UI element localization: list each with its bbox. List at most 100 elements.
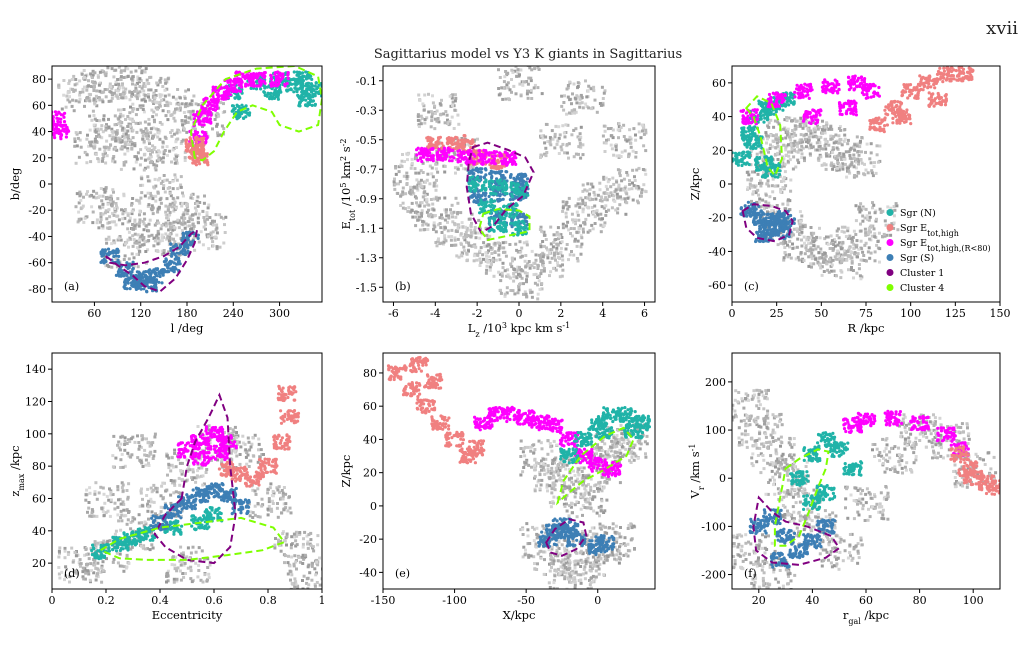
density-cell bbox=[599, 223, 603, 227]
density-cell bbox=[201, 124, 204, 128]
data-point bbox=[307, 76, 311, 80]
density-cell bbox=[90, 140, 94, 144]
density-cell bbox=[103, 149, 107, 153]
density-cell bbox=[143, 194, 147, 198]
density-cell bbox=[568, 80, 572, 84]
density-cell bbox=[83, 150, 87, 154]
density-cell bbox=[546, 256, 550, 260]
density-cell bbox=[162, 98, 166, 102]
density-cell bbox=[540, 229, 544, 233]
density-cell bbox=[560, 104, 564, 108]
density-cell bbox=[428, 182, 432, 186]
density-cell bbox=[109, 194, 113, 198]
density-cell bbox=[87, 144, 91, 148]
data-point bbox=[269, 77, 274, 81]
density-cell bbox=[138, 104, 142, 108]
density-cell bbox=[541, 255, 545, 259]
density-cell bbox=[113, 136, 117, 140]
data-point bbox=[296, 94, 300, 98]
density-cell bbox=[108, 198, 112, 201]
density-cell bbox=[145, 134, 149, 138]
data-point bbox=[131, 260, 135, 264]
density-cell bbox=[402, 174, 406, 178]
density-cell bbox=[553, 132, 557, 136]
density-cell bbox=[617, 183, 621, 187]
density-cell bbox=[162, 249, 166, 252]
data-point bbox=[313, 84, 317, 88]
density-cell bbox=[190, 103, 194, 107]
data-point bbox=[430, 143, 435, 147]
data-point bbox=[521, 181, 525, 185]
density-cell bbox=[529, 79, 533, 83]
density-cell bbox=[104, 209, 108, 213]
x-tick-label: 180 bbox=[177, 307, 198, 320]
data-point bbox=[520, 186, 524, 190]
density-cell bbox=[557, 125, 561, 129]
data-point bbox=[191, 161, 195, 165]
density-cell bbox=[110, 204, 114, 208]
density-cell bbox=[414, 196, 418, 200]
density-cell bbox=[180, 204, 184, 208]
density-cell bbox=[616, 168, 620, 172]
density-cell bbox=[612, 182, 616, 186]
density-cell bbox=[557, 152, 561, 155]
density-cell bbox=[493, 243, 497, 247]
density-cell bbox=[202, 225, 206, 229]
density-cell bbox=[174, 153, 178, 157]
density-cell bbox=[554, 124, 558, 128]
density-cell bbox=[93, 139, 97, 143]
density-cell bbox=[567, 205, 571, 209]
density-cell bbox=[587, 106, 591, 110]
density-cell bbox=[414, 171, 418, 175]
data-point bbox=[253, 84, 257, 88]
density-cell bbox=[130, 94, 134, 98]
density-cell bbox=[628, 135, 632, 139]
density-cell bbox=[538, 287, 542, 291]
density-cell bbox=[514, 92, 518, 96]
density-cell bbox=[169, 237, 173, 241]
density-cell bbox=[138, 213, 141, 217]
density-cell bbox=[135, 155, 138, 159]
density-cell bbox=[91, 221, 95, 225]
density-cell bbox=[497, 87, 501, 90]
density-cell bbox=[82, 220, 86, 224]
density-cell bbox=[472, 259, 476, 263]
density-cell bbox=[503, 269, 507, 273]
density-cell bbox=[133, 142, 137, 146]
density-cell bbox=[523, 259, 527, 263]
data-point bbox=[305, 87, 309, 91]
density-cell bbox=[106, 202, 110, 206]
density-cell bbox=[561, 200, 565, 204]
data-point bbox=[130, 281, 134, 285]
density-cell bbox=[144, 67, 148, 71]
data-point bbox=[125, 273, 129, 277]
density-cell bbox=[136, 78, 140, 82]
density-cell bbox=[445, 214, 449, 218]
density-cell bbox=[66, 91, 70, 95]
density-cell bbox=[567, 258, 570, 262]
density-cell bbox=[114, 80, 118, 84]
data-point bbox=[206, 119, 211, 123]
density-cell bbox=[99, 127, 103, 131]
density-cell bbox=[443, 237, 447, 241]
density-cell bbox=[628, 182, 632, 186]
density-cell bbox=[121, 212, 125, 216]
density-cell bbox=[570, 250, 573, 253]
data-point bbox=[231, 89, 235, 94]
density-cell bbox=[421, 102, 425, 106]
density-cell bbox=[409, 166, 413, 170]
density-cell bbox=[516, 71, 520, 75]
density-cell bbox=[542, 233, 546, 237]
density-cell bbox=[575, 257, 579, 260]
density-cell bbox=[176, 187, 180, 191]
density-cell bbox=[148, 218, 152, 222]
data-point bbox=[112, 254, 116, 259]
density-cell bbox=[490, 252, 494, 255]
density-cell bbox=[131, 223, 134, 226]
density-cell bbox=[151, 100, 155, 104]
density-cell bbox=[78, 138, 82, 142]
data-point bbox=[514, 187, 518, 191]
density-cell bbox=[570, 133, 574, 137]
density-cell bbox=[147, 122, 151, 126]
